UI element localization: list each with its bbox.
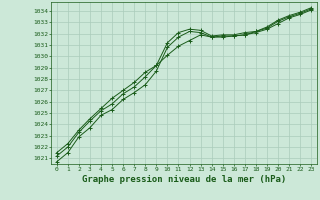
X-axis label: Graphe pression niveau de la mer (hPa): Graphe pression niveau de la mer (hPa) [82, 175, 286, 184]
